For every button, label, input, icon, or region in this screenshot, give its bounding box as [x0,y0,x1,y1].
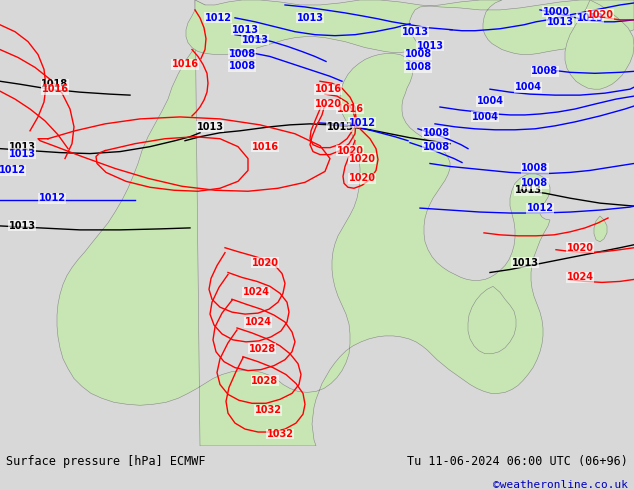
Text: 1008: 1008 [521,178,548,188]
Text: 1016: 1016 [252,142,278,151]
Text: 1013: 1013 [512,258,538,268]
Text: 1018: 1018 [41,79,68,89]
Text: 1012: 1012 [0,166,25,175]
Text: 1012: 1012 [526,203,553,213]
Text: 1004: 1004 [472,112,498,122]
Text: Surface pressure [hPa] ECMWF: Surface pressure [hPa] ECMWF [6,455,206,468]
Text: 1020: 1020 [349,153,375,164]
Text: 1020: 1020 [314,99,342,109]
Text: 1000: 1000 [543,7,569,17]
Text: 1013: 1013 [242,35,269,45]
Text: 1024: 1024 [567,272,593,282]
Text: 1008: 1008 [228,49,256,58]
Text: 1020: 1020 [349,173,375,183]
Text: 1013: 1013 [576,13,604,23]
Text: 1008: 1008 [422,142,450,151]
Text: ©weatheronline.co.uk: ©weatheronline.co.uk [493,480,628,490]
Polygon shape [186,0,634,54]
Text: 1013: 1013 [8,221,36,231]
Text: 1028: 1028 [252,375,278,386]
Polygon shape [594,216,607,242]
Text: 1013: 1013 [8,148,36,159]
Text: 1008: 1008 [228,61,256,72]
Text: 1024: 1024 [242,287,269,297]
Text: 1024: 1024 [245,317,271,327]
Text: 1008: 1008 [404,49,432,59]
Text: 1013: 1013 [8,142,36,151]
Text: 1004: 1004 [477,96,503,106]
Text: 1032: 1032 [254,405,281,415]
Text: 1016: 1016 [314,84,342,94]
Polygon shape [468,286,516,354]
Text: 1013: 1013 [327,122,354,132]
Text: 1016: 1016 [337,104,363,114]
Text: 1020: 1020 [252,258,278,268]
Text: 1016: 1016 [172,59,198,70]
Text: 1013: 1013 [401,27,429,37]
Text: 1008: 1008 [521,164,548,173]
Text: 1012: 1012 [39,193,65,203]
Text: 1013: 1013 [231,24,259,35]
Polygon shape [57,0,550,446]
Text: 1013: 1013 [197,122,224,132]
Text: Tu 11-06-2024 06:00 UTC (06+96): Tu 11-06-2024 06:00 UTC (06+96) [407,455,628,468]
Text: 1032: 1032 [266,429,294,439]
Text: 1008: 1008 [422,128,450,138]
Text: 1004: 1004 [515,82,541,92]
Text: 1008: 1008 [531,66,559,76]
Text: 1028: 1028 [249,344,276,354]
Text: 1013: 1013 [417,41,444,50]
Text: 1020: 1020 [567,243,593,253]
Text: 1013: 1013 [515,185,541,195]
Text: 1013: 1013 [547,17,574,27]
Text: 1020: 1020 [586,10,614,20]
Text: 1016: 1016 [41,84,68,94]
Polygon shape [565,0,634,89]
Text: 1008: 1008 [404,62,432,73]
Text: 1012: 1012 [349,118,375,128]
Text: 1012: 1012 [205,13,231,23]
Text: 1013: 1013 [297,13,323,23]
Text: 1020: 1020 [337,146,363,156]
